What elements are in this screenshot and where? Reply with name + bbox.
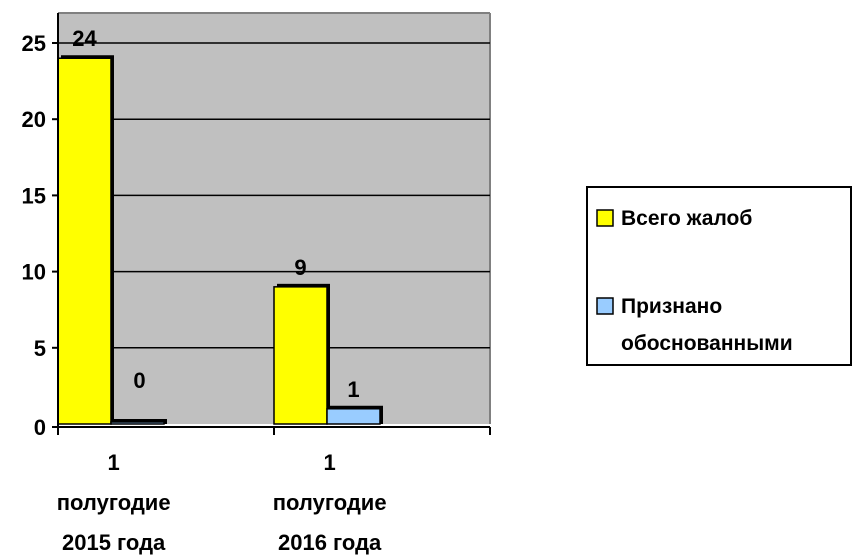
data-label: 0 <box>133 368 145 393</box>
legend: Всего жалоб Признано обоснованными <box>586 186 852 366</box>
bars <box>57 55 383 425</box>
y-tick-label: 0 <box>34 415 46 440</box>
bar <box>110 421 165 425</box>
y-axis-ticks: 0 5 10 15 20 25 <box>22 31 58 440</box>
x-axis-ticks <box>57 427 491 435</box>
category-label: 2015 года <box>62 530 166 555</box>
bar <box>326 408 381 425</box>
legend-swatch <box>596 297 614 315</box>
legend-swatch <box>596 209 614 227</box>
y-tick-label: 15 <box>22 183 46 208</box>
y-tick-label: 5 <box>34 336 46 361</box>
legend-label: обоснованными <box>621 332 793 355</box>
y-tick-label: 20 <box>22 107 46 132</box>
data-label: 1 <box>347 377 359 402</box>
category-labels: 1 полугодие 2015 года 1 полугодие 2016 года <box>57 450 387 555</box>
legend-box <box>586 186 852 366</box>
category-label: 1 <box>108 450 120 475</box>
y-tick-label: 10 <box>22 260 46 285</box>
data-labels: 24 0 9 1 <box>72 26 359 402</box>
category-label: 1 <box>324 450 336 475</box>
category-label: полугодие <box>273 490 387 515</box>
data-label: 9 <box>294 255 306 280</box>
legend-label: Всего жалоб <box>621 207 752 230</box>
category-label: 2016 года <box>278 530 382 555</box>
y-tick-label: 25 <box>22 31 46 56</box>
category-label: полугодие <box>57 490 171 515</box>
legend-label: Признано <box>621 295 722 318</box>
bar <box>273 286 328 425</box>
bar <box>57 57 112 425</box>
data-label: 24 <box>72 26 97 51</box>
